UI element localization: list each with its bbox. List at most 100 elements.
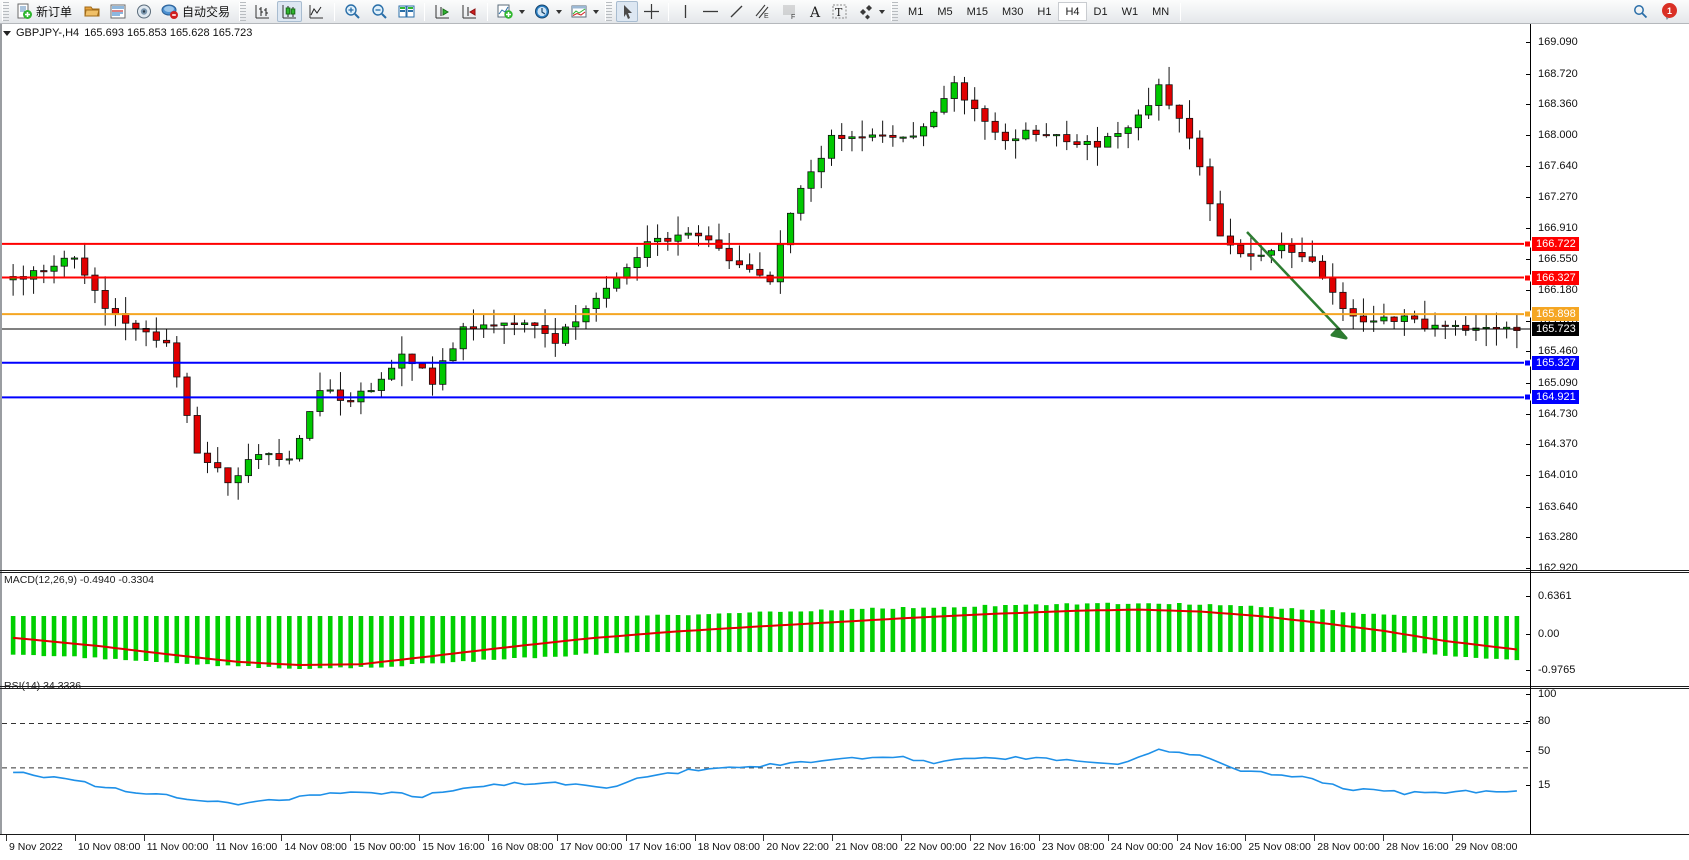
candlestick-chart-button[interactable]: [277, 1, 303, 22]
search-button[interactable]: [1629, 1, 1652, 22]
text-tool[interactable]: A: [804, 1, 826, 22]
price-level-lines: [2, 242, 1530, 399]
svg-text:E: E: [764, 13, 769, 20]
toolbar-grip-4[interactable]: [891, 2, 899, 21]
timeframe-m1[interactable]: M1: [908, 5, 924, 18]
trendline-tool[interactable]: [725, 1, 748, 22]
svg-text:T: T: [835, 6, 843, 19]
candle-body: [868, 134, 876, 138]
time-tick-mark: [832, 835, 834, 841]
candle-body: [1226, 235, 1235, 246]
candle-body: [326, 389, 334, 392]
time-tick-mark: [1383, 835, 1385, 841]
macd-series: [10, 602, 1520, 669]
text-label-tool[interactable]: T: [828, 1, 851, 22]
toolbar-grip-3[interactable]: [605, 2, 613, 21]
time-tick-label: 22 Nov 00:00: [904, 841, 967, 853]
chevron-down-icon-chart[interactable]: [3, 30, 11, 36]
candle-body: [244, 459, 252, 477]
new-order-button[interactable]: 新订单: [13, 1, 78, 22]
templates-button[interactable]: [567, 1, 602, 22]
candle-body: [50, 265, 58, 272]
indicator-add-icon: [497, 4, 513, 19]
tile-windows-button[interactable]: [394, 1, 419, 22]
expert-advisors-button[interactable]: [80, 1, 104, 22]
macd-plot[interactable]: [2, 584, 1530, 682]
candle-body: [275, 453, 283, 461]
time-axis[interactable]: 9 Nov 2022 10 Nov 08:00 11 Nov 00:00 11 Nov…: [0, 834, 1689, 860]
candle-body: [1001, 131, 1009, 142]
candle-body: [746, 264, 754, 270]
timeframe-m15[interactable]: M15: [966, 5, 988, 18]
candle-body: [572, 321, 580, 328]
timeframe-m5[interactable]: M5: [937, 5, 953, 18]
fibonacci-tool[interactable]: F: [777, 1, 802, 22]
candle-body: [582, 308, 590, 323]
auto-trading-button[interactable]: 自动交易: [158, 1, 236, 22]
candle-body: [152, 331, 160, 341]
data-window-button[interactable]: [132, 1, 156, 22]
candle-body: [1155, 84, 1163, 106]
bar-chart-icon: [255, 5, 270, 19]
periods-button[interactable]: [530, 1, 565, 22]
main-toolbar: 新订单 自动交易: [0, 0, 1689, 24]
candle-body: [1093, 140, 1102, 148]
shapes-icon: [860, 5, 873, 20]
horizontal-line-icon: [703, 10, 719, 13]
time-tick-mark: [970, 835, 971, 841]
chevron-down-icon-2[interactable]: [556, 9, 563, 14]
clock-icon: [535, 4, 550, 19]
candle-body: [1073, 141, 1081, 145]
horizontal-line-tool[interactable]: [698, 1, 723, 22]
chevron-down-icon-4[interactable]: [879, 9, 886, 14]
candle-body: [1370, 320, 1378, 323]
time-tick-mark: [1452, 835, 1453, 841]
time-tick-mark: [1245, 835, 1247, 841]
timeframe-h4[interactable]: H4: [1058, 2, 1087, 21]
equidistant-channel-tool[interactable]: E: [750, 1, 775, 22]
rsi-plot[interactable]: [2, 692, 1530, 832]
crosshair-tool[interactable]: [640, 1, 663, 22]
candle-body: [827, 134, 836, 159]
timeframe-w1[interactable]: W1: [1121, 5, 1139, 18]
timeframe-h1[interactable]: H1: [1037, 5, 1052, 18]
candle-body: [919, 126, 928, 137]
candle-body: [1185, 117, 1194, 139]
candle-body: [1022, 129, 1030, 140]
bar-chart-button[interactable]: [250, 1, 275, 22]
candlestick-series: [9, 66, 1521, 500]
toolbar-grip[interactable]: [2, 2, 9, 21]
timeframe-d1[interactable]: D1: [1093, 5, 1108, 18]
candle-body: [336, 389, 345, 401]
notifications-button[interactable]: 1: [1658, 1, 1682, 22]
candle-body: [725, 247, 733, 262]
chevron-down-icon[interactable]: [519, 9, 526, 14]
market-watch-button[interactable]: [106, 1, 130, 22]
cursor-tool[interactable]: [616, 1, 639, 22]
timeframe-mn[interactable]: MN: [1152, 5, 1170, 18]
toolbar-separator-3: [487, 2, 489, 21]
auto-scroll-button[interactable]: [430, 1, 455, 22]
candle-body: [940, 98, 948, 113]
timeframe-m30[interactable]: M30: [1002, 5, 1024, 18]
data-window-icon: [137, 4, 152, 19]
tile-windows-icon: [398, 5, 415, 18]
chart-shift-button[interactable]: [457, 1, 482, 22]
candle-body: [909, 135, 917, 138]
vertical-line-tool[interactable]: [674, 1, 696, 22]
candle-body: [838, 134, 846, 139]
indicators-button[interactable]: [493, 1, 528, 22]
candle-body: [592, 297, 600, 310]
chart-border: [0, 24, 1689, 860]
time-tick-label: 14 Nov 08:00: [284, 841, 347, 853]
zoom-in-button[interactable]: [340, 1, 365, 22]
shapes-tool[interactable]: [853, 1, 888, 22]
toolbar-grip-2[interactable]: [239, 2, 247, 21]
line-chart-button[interactable]: [304, 1, 329, 22]
candle-body: [1298, 252, 1306, 258]
candle-body: [521, 322, 529, 326]
chart-area[interactable]: GBPJPY-,H4 165.693 165.853 165.628 165.7…: [0, 24, 1689, 860]
zoom-out-button[interactable]: [367, 1, 392, 22]
chevron-down-icon-3[interactable]: [593, 9, 600, 14]
price-plot[interactable]: [2, 42, 1530, 568]
